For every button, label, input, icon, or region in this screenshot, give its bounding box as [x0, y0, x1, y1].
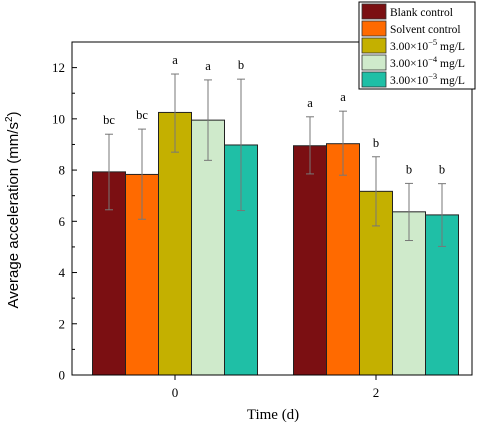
bar: [326, 143, 360, 376]
x-axis-title: Time (d): [247, 407, 299, 423]
significance-label: a: [205, 59, 211, 73]
significance-label: b: [373, 136, 379, 150]
plot-frame: [71, 41, 473, 376]
y-tick-label: 6: [59, 214, 66, 229]
significance-label: bc: [103, 113, 115, 127]
y-tick-label: 2: [59, 316, 66, 331]
legend-swatch: [361, 20, 387, 37]
significance-label: a: [307, 96, 313, 110]
legend-label: 3.00×10−5 mg/L: [390, 37, 465, 53]
bar: [293, 145, 327, 376]
y-tick-label: 4: [59, 265, 66, 280]
significance-label: a: [340, 90, 346, 104]
legend-swatch: [361, 54, 387, 71]
x-tick-label: 0: [172, 385, 179, 400]
significance-label: b: [439, 163, 445, 177]
significance-label: a: [172, 53, 178, 67]
significance-label: b: [238, 58, 244, 72]
x-tick-label: 2: [373, 385, 380, 400]
y-axis-title: Average acceleration (mm/s2): [4, 111, 22, 308]
y-axis-title-close: ): [5, 111, 22, 116]
legend-swatch: [361, 71, 387, 88]
axes-layer: 0 2 4 6 8 10 12 0 2: [52, 41, 473, 400]
y-tick-label: 0: [59, 368, 66, 383]
y-axis-title-superscript: 2: [4, 116, 15, 122]
significance-labels-layer: bc bc a a b a a b b b: [103, 53, 445, 177]
legend-label: Blank control: [390, 7, 453, 19]
error-bars-layer: [105, 73, 446, 247]
legend-label: 3.00×10−4 mg/L: [390, 54, 465, 70]
legend-swatch: [361, 37, 387, 54]
legend-label: Solvent control: [390, 24, 461, 36]
legend-label: 3.00×10−3 mg/L: [390, 71, 465, 87]
y-tick-label: 12: [52, 60, 65, 75]
y-tick-label: 10: [52, 111, 65, 126]
legend-swatch: [361, 3, 387, 20]
y-tick-label: 8: [59, 163, 66, 178]
significance-label: b: [406, 162, 412, 176]
bars-layer: [92, 111, 459, 376]
significance-label: bc: [136, 108, 148, 122]
y-axis-title-main: Average acceleration (mm/s: [5, 122, 22, 308]
